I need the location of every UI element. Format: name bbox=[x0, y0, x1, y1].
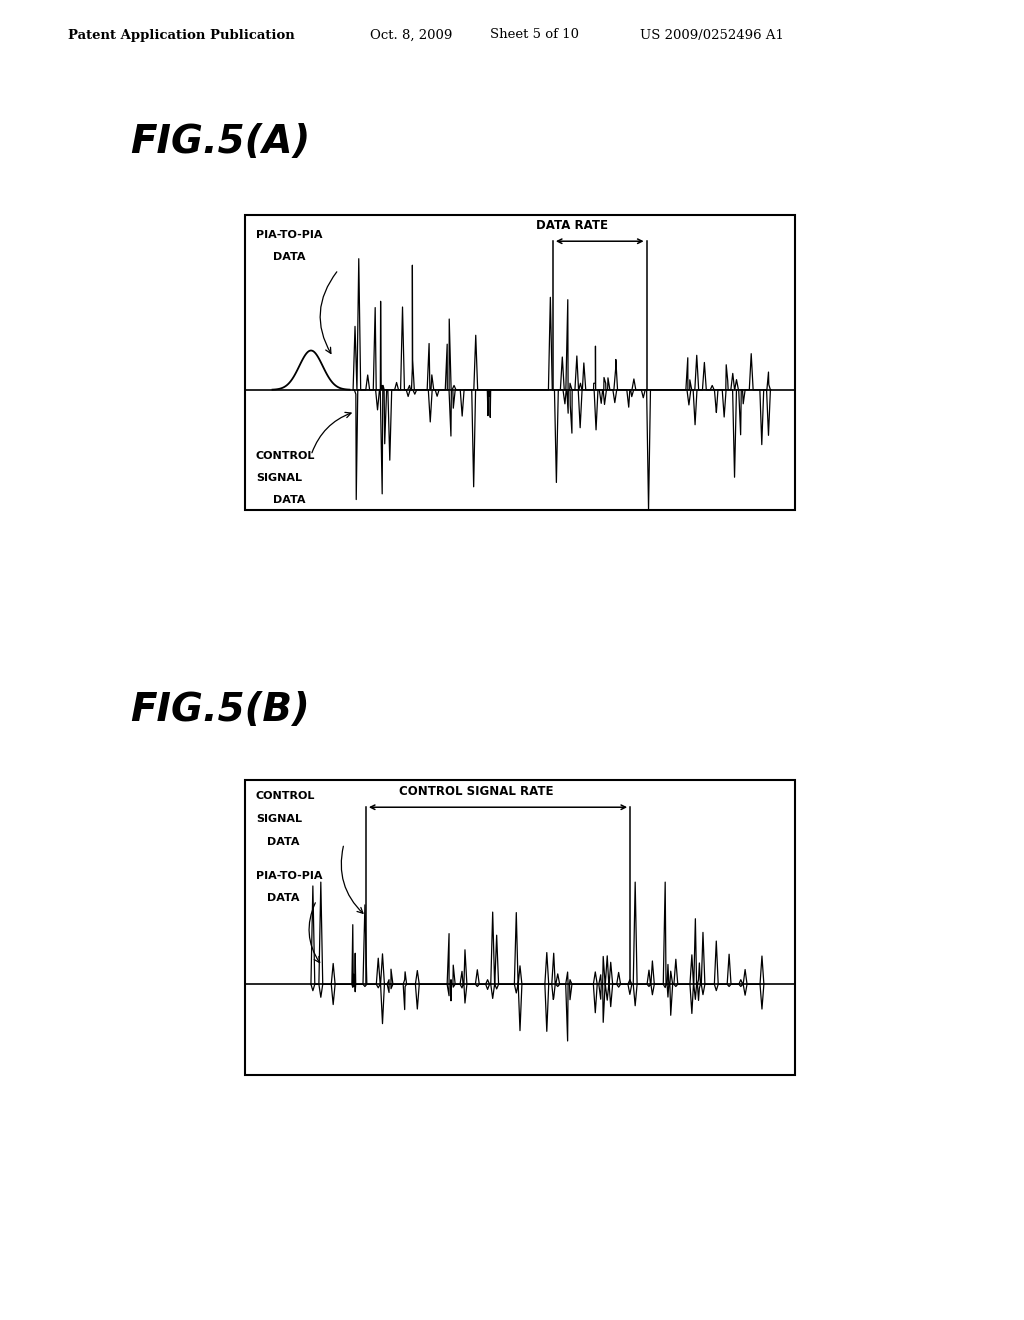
Text: SIGNAL: SIGNAL bbox=[256, 814, 302, 824]
Text: DATA: DATA bbox=[267, 837, 299, 846]
Text: Patent Application Publication: Patent Application Publication bbox=[68, 29, 295, 41]
Text: FIG.5(A): FIG.5(A) bbox=[130, 124, 310, 161]
Text: CONTROL: CONTROL bbox=[256, 451, 315, 461]
Text: PIA-TO-PIA: PIA-TO-PIA bbox=[256, 871, 323, 880]
Text: Oct. 8, 2009: Oct. 8, 2009 bbox=[370, 29, 453, 41]
Text: FIG.5(B): FIG.5(B) bbox=[130, 692, 309, 730]
Text: Sheet 5 of 10: Sheet 5 of 10 bbox=[490, 29, 579, 41]
Text: CONTROL SIGNAL RATE: CONTROL SIGNAL RATE bbox=[399, 784, 554, 797]
Text: PIA-TO-PIA: PIA-TO-PIA bbox=[256, 230, 323, 240]
Text: US 2009/0252496 A1: US 2009/0252496 A1 bbox=[640, 29, 784, 41]
Text: CONTROL: CONTROL bbox=[256, 792, 315, 801]
Text: DATA: DATA bbox=[272, 252, 305, 263]
Text: DATA: DATA bbox=[272, 495, 305, 504]
Text: SIGNAL: SIGNAL bbox=[256, 473, 302, 483]
Text: DATA RATE: DATA RATE bbox=[537, 219, 608, 232]
Text: DATA: DATA bbox=[267, 894, 299, 903]
